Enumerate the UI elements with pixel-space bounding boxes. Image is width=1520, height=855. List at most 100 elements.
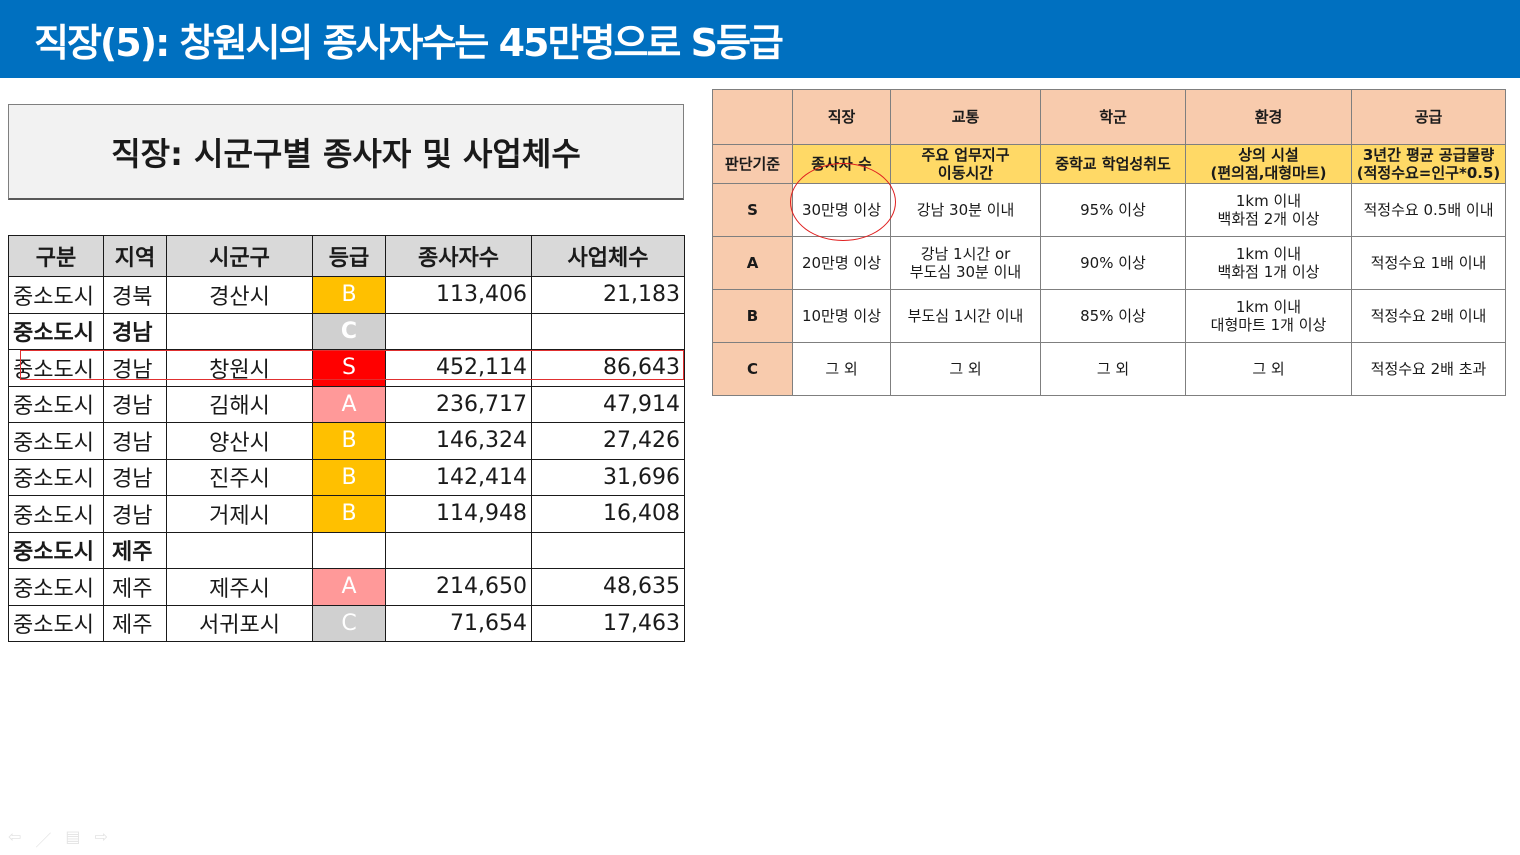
employee-table: 구분 지역 시군구 등급 종사자수 사업체수 중소도시 경북 경산시 B 113,406 21,18… xyxy=(8,235,685,642)
slide-nav-controls: ⇦ ／ ▤ ⇨ xyxy=(8,827,108,851)
employees-cell xyxy=(385,312,532,350)
criteria-cell: 교통 xyxy=(890,89,1041,145)
employees-cell: 142,414 xyxy=(385,458,532,496)
criteria-cell: 주요 업무지구 이동시간 xyxy=(890,144,1041,184)
city-cell: 거제시 xyxy=(166,495,313,533)
grade-cell: A xyxy=(312,568,386,606)
left-table-title: 직장: 시군구별 종사자 및 사업체수 xyxy=(111,134,581,173)
column-header: 시군구 xyxy=(166,235,313,277)
left-title-box: 직장: 시군구별 종사자 및 사업체수 xyxy=(8,104,684,200)
businesses-cell xyxy=(531,312,685,350)
division-cell: 중소도시 xyxy=(8,495,104,533)
criteria-row: 직장 교통 학군 환경 공급 xyxy=(712,89,1506,145)
menu-icon[interactable]: ▤ xyxy=(65,827,81,846)
city-cell: 창원시 xyxy=(166,349,313,387)
employees-cell: 214,650 xyxy=(385,568,532,606)
employees-cell: 114,948 xyxy=(385,495,532,533)
criteria-cell: C xyxy=(712,342,793,396)
grade-cell: B xyxy=(312,422,386,460)
criteria-cell: 적정수요 1배 이내 xyxy=(1351,236,1506,290)
businesses-cell: 48,635 xyxy=(531,568,685,606)
criteria-cell: 20만명 이상 xyxy=(792,236,891,290)
region-cell: 경남 xyxy=(103,495,167,533)
division-cell: 중소도시 xyxy=(8,604,104,642)
table-row: 중소도시 경남 창원시 S 452,114 86,643 xyxy=(8,349,685,387)
city-cell: 김해시 xyxy=(166,385,313,423)
criteria-cell: 95% 이상 xyxy=(1040,183,1186,237)
criteria-cell: 1km 이내 대형마트 1개 이상 xyxy=(1185,289,1352,343)
city-cell: 진주시 xyxy=(166,458,313,496)
criteria-cell: 85% 이상 xyxy=(1040,289,1186,343)
criteria-cell: 그 외 xyxy=(1185,342,1352,396)
criteria-row: 판단기준 종사자 수 주요 업무지구 이동시간 중학교 학업성취도 상의 시설 (편의점,대… xyxy=(712,144,1506,184)
page-title: 직장(5): 창원시의 종사자수는 45만명으로 S등급 xyxy=(34,21,784,65)
criteria-cell: B xyxy=(712,289,793,343)
criteria-table-body: 직장 교통 학군 환경 공급 판단기준 종사자 수 주요 업무지구 이동시간 중학교 학업성취도 상… xyxy=(712,89,1506,396)
criteria-cell: 그 외 xyxy=(890,342,1041,396)
criteria-cell: 30만명 이상 xyxy=(792,183,891,237)
division-cell: 중소도시 xyxy=(8,385,104,423)
criteria-cell: 부도심 1시간 이내 xyxy=(890,289,1041,343)
employee-table-header: 구분 지역 시군구 등급 종사자수 사업체수 xyxy=(8,235,685,277)
grade-cell: B xyxy=(312,458,386,496)
criteria-cell: 적정수요 2배 초과 xyxy=(1351,342,1506,396)
table-row: 중소도시 경남 진주시 B 142,414 31,696 xyxy=(8,458,685,496)
criteria-row: A 20만명 이상 강남 1시간 or 부도심 30분 이내 90% 이상 1km 이내 백… xyxy=(712,236,1506,290)
pen-icon[interactable]: ／ xyxy=(35,831,52,850)
criteria-cell: S xyxy=(712,183,793,237)
criteria-cell: 적정수요 2배 이내 xyxy=(1351,289,1506,343)
employees-cell: 236,717 xyxy=(385,385,532,423)
criteria-row: S 30만명 이상 강남 30분 이내 95% 이상 1km 이내 백화점 2개 이상 적정… xyxy=(712,183,1506,237)
grade-cell: B xyxy=(312,276,386,314)
table-row: 중소도시 경남 양산시 B 146,324 27,426 xyxy=(8,422,685,460)
criteria-cell: 종사자 수 xyxy=(792,144,891,184)
employees-cell: 146,324 xyxy=(385,422,532,460)
column-header: 구분 xyxy=(8,235,104,277)
employee-table-panel: 직장: 시군구별 종사자 및 사업체수 구분 지역 시군구 등급 종사자수 사업체수 중소… xyxy=(8,104,686,642)
grade-cell: C xyxy=(312,604,386,642)
column-header: 지역 xyxy=(103,235,167,277)
businesses-cell: 21,183 xyxy=(531,276,685,314)
table-row: 중소도시 제주 제주시 A 214,650 48,635 xyxy=(8,568,685,606)
division-cell: 중소도시 xyxy=(8,422,104,460)
criteria-cell: 그 외 xyxy=(1040,342,1186,396)
employee-table-body: 중소도시 경북 경산시 B 113,406 21,183 중소도시 경남 C 중소도시 경남 창원시 S… xyxy=(8,276,685,642)
region-cell: 경북 xyxy=(103,276,167,314)
employees-cell: 113,406 xyxy=(385,276,532,314)
division-cell: 중소도시 xyxy=(8,568,104,606)
businesses-cell xyxy=(531,531,685,569)
criteria-cell: 판단기준 xyxy=(712,144,793,184)
criteria-cell: 상의 시설 (편의점,대형마트) xyxy=(1185,144,1352,184)
region-cell: 경남 xyxy=(103,385,167,423)
header-bar: 직장(5): 창원시의 종사자수는 45만명으로 S등급 xyxy=(0,0,1520,78)
column-header: 종사자수 xyxy=(385,235,532,277)
criteria-cell: 3년간 평균 공급물량 (적정수요=인구*0.5) xyxy=(1351,144,1506,184)
criteria-cell: 강남 1시간 or 부도심 30분 이내 xyxy=(890,236,1041,290)
division-cell: 중소도시 xyxy=(8,458,104,496)
city-cell: 양산시 xyxy=(166,422,313,460)
arrow-right-icon[interactable]: ⇨ xyxy=(94,827,108,846)
businesses-cell: 86,643 xyxy=(531,349,685,387)
businesses-cell: 16,408 xyxy=(531,495,685,533)
table-row: 중소도시 경북 경산시 B 113,406 21,183 xyxy=(8,276,685,314)
column-header: 사업체수 xyxy=(531,235,685,277)
grade-cell: S xyxy=(312,349,386,387)
criteria-row: B 10만명 이상 부도심 1시간 이내 85% 이상 1km 이내 대형마트 1개 이상… xyxy=(712,289,1506,343)
region-cell: 제주 xyxy=(103,604,167,642)
table-row: 중소도시 제주 서귀포시 C 71,654 17,463 xyxy=(8,604,685,642)
arrow-left-icon[interactable]: ⇦ xyxy=(8,827,22,846)
division-cell: 중소도시 xyxy=(8,531,104,569)
criteria-cell: 직장 xyxy=(792,89,891,145)
city-cell: 제주시 xyxy=(166,568,313,606)
division-cell: 중소도시 xyxy=(8,349,104,387)
businesses-cell: 17,463 xyxy=(531,604,685,642)
region-cell: 경남 xyxy=(103,458,167,496)
region-cell: 경남 xyxy=(103,349,167,387)
column-header: 등급 xyxy=(312,235,386,277)
criteria-cell: A xyxy=(712,236,793,290)
region-cell: 제주 xyxy=(103,568,167,606)
businesses-cell: 47,914 xyxy=(531,385,685,423)
region-cell: 경남 xyxy=(103,312,167,350)
region-cell: 제주 xyxy=(103,531,167,569)
